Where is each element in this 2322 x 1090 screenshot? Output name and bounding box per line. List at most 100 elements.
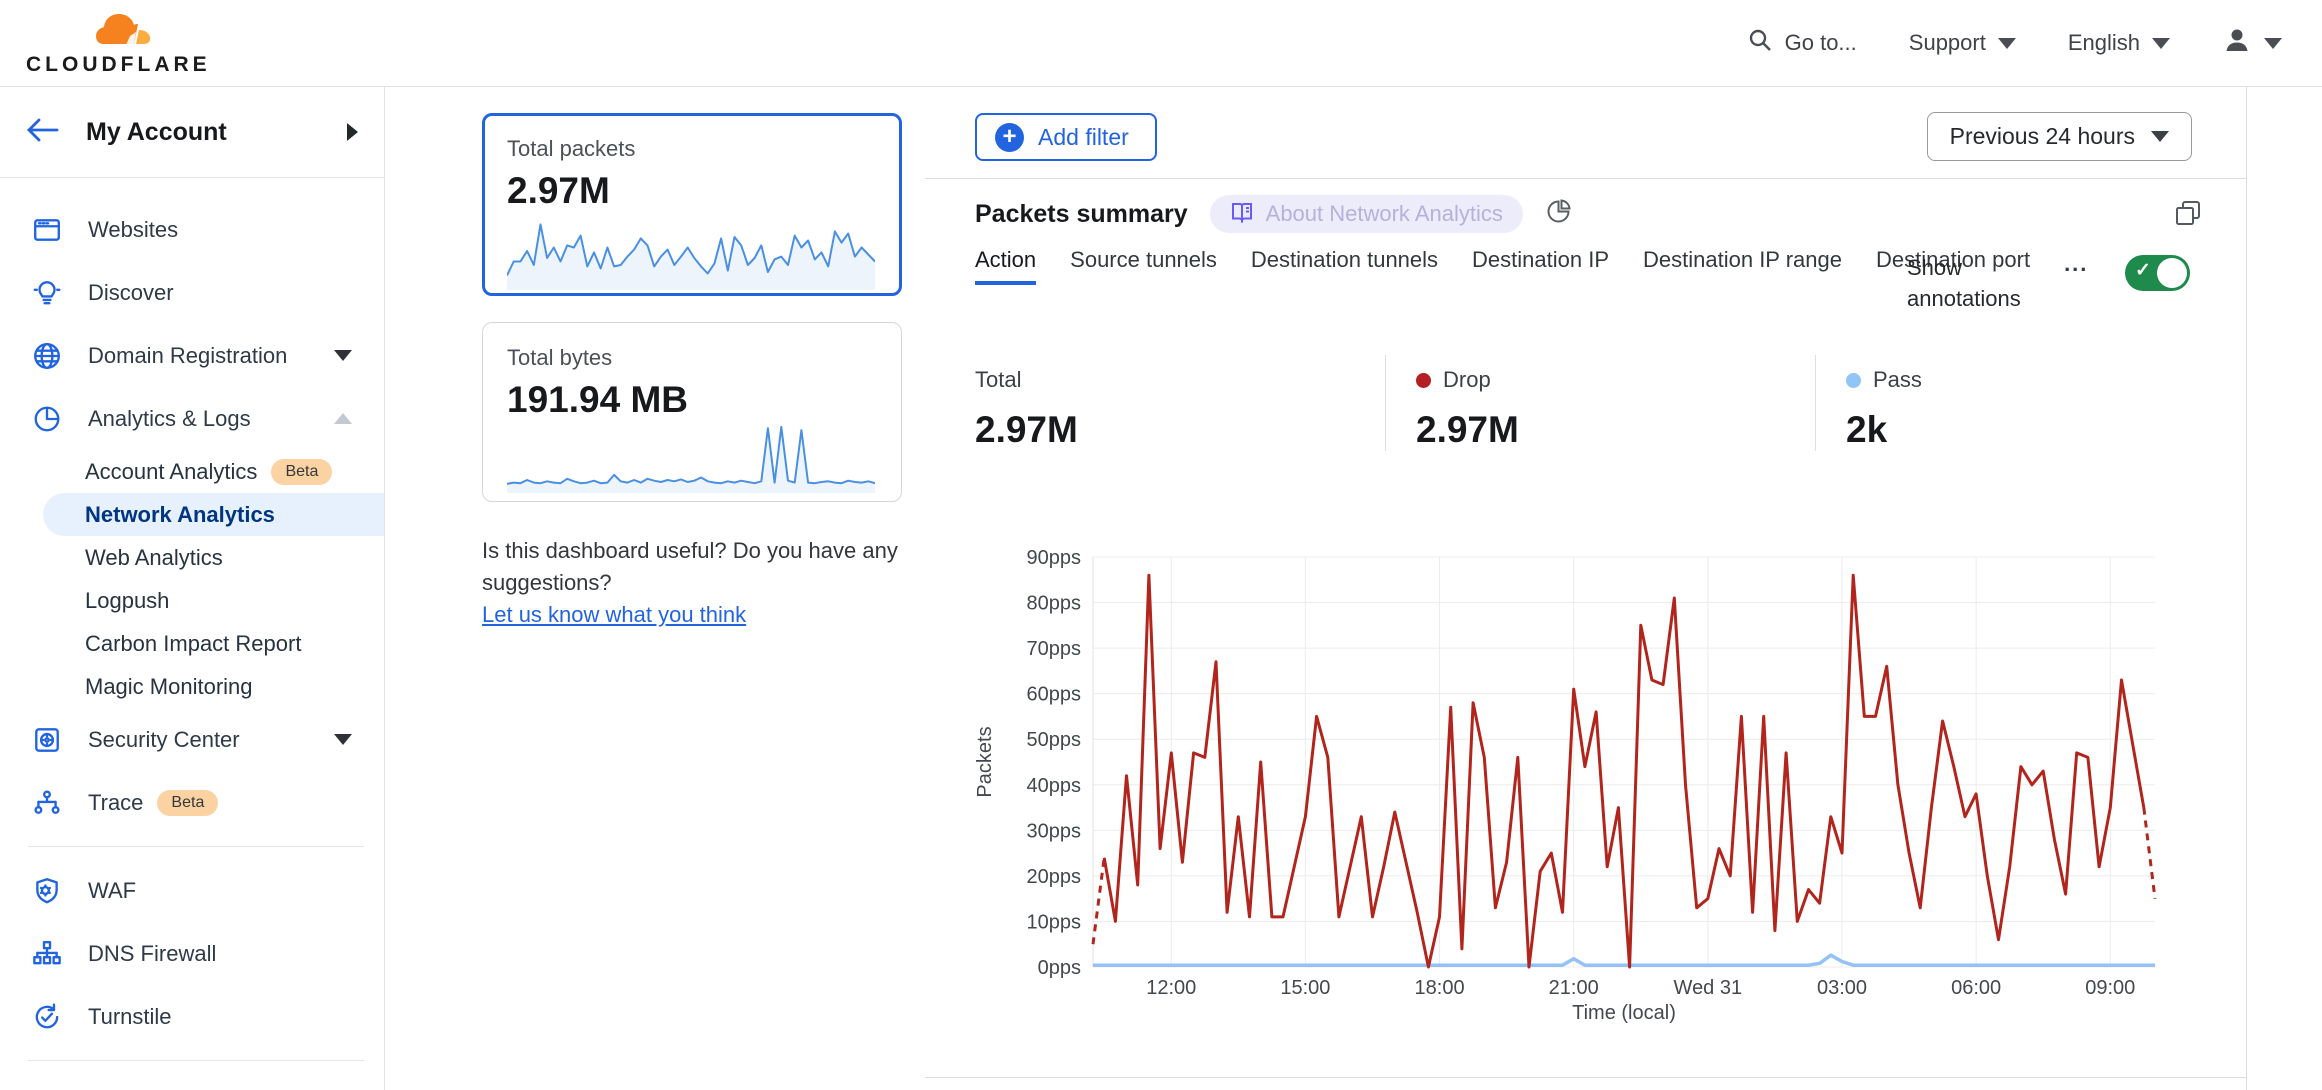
chevron-down-icon	[334, 734, 352, 745]
sidebar-item-label: Websites	[88, 216, 179, 242]
search-icon	[1747, 27, 1773, 59]
tab-destination-tunnels[interactable]: Destination tunnels	[1250, 247, 1439, 272]
svg-text:80pps: 80pps	[1027, 593, 1082, 615]
sidebar-subitem-magic-monitoring[interactable]: Magic Monitoring	[0, 665, 384, 708]
svg-text:60pps: 60pps	[1027, 684, 1082, 706]
sidebar-item-label: Trace	[88, 789, 144, 815]
trace-icon	[30, 788, 64, 818]
beta-badge: Beta	[271, 458, 333, 485]
support-label: Support	[1908, 30, 1986, 55]
sidebar-item-security-center[interactable]: Security Center	[0, 708, 384, 771]
svg-text:0pps: 0pps	[1038, 957, 1081, 979]
chevron-right-icon[interactable]	[347, 123, 358, 141]
back-arrow-icon[interactable]	[26, 118, 60, 147]
total-bytes-card[interactable]: Total bytes 191.94 MB	[482, 322, 902, 502]
pass-legend-dot	[1846, 372, 1861, 388]
main-panel: + Add filter Previous 24 hours Packets s…	[925, 87, 2322, 1090]
svg-text:06:00: 06:00	[1951, 977, 2001, 999]
account-header: My Account	[0, 87, 384, 178]
plus-icon: +	[995, 122, 1024, 152]
goto-search[interactable]: Go to...	[1747, 27, 1857, 59]
add-filter-button[interactable]: + Add filter	[975, 113, 1157, 161]
chevron-down-icon	[1997, 37, 2016, 49]
sidebar: My Account Websites Discover Domain Regist…	[0, 87, 385, 1090]
sidebar-item-websites[interactable]: Websites	[0, 198, 384, 261]
chevron-down-icon	[2152, 37, 2170, 49]
show-annotations-toggle[interactable]: ✓	[2125, 255, 2190, 291]
hierarchy-icon	[30, 939, 64, 969]
sidebar-subitem-carbon-impact-report[interactable]: Carbon Impact Report	[0, 622, 384, 665]
packets-chart: 0pps 10pps 20pps 30pps 40pps 50pps 60pps 70pps 8…	[974, 535, 2246, 1040]
total-packets-card[interactable]: Total packets 2.97M	[482, 113, 902, 296]
panel-title-row: Packets summary About Network Analytics	[975, 195, 1572, 233]
sidebar-item-label: DNS Firewall	[88, 940, 217, 966]
stat-label: Drop	[1443, 367, 1491, 392]
sidebar-subitem-account-analytics[interactable]: Account Analytics Beta	[0, 450, 384, 493]
tabs-overflow-button[interactable]: ...	[2064, 251, 2089, 276]
sidebar-item-label: Security Center	[88, 726, 240, 752]
cloudflare-logo[interactable]: CLOUDFLARE	[26, 12, 211, 75]
feedback-link[interactable]: Let us know what you think	[482, 602, 747, 627]
sidebar-nav: Websites Discover Domain Registration Analy…	[0, 178, 384, 1090]
beta-badge: Beta	[157, 789, 219, 816]
metric-label: Total bytes	[507, 345, 613, 370]
goto-label: Go to...	[1784, 30, 1857, 55]
svg-text:50pps: 50pps	[1027, 729, 1082, 751]
chevron-up-icon	[334, 413, 352, 424]
sidebar-subitem-label: Web Analytics	[85, 544, 223, 570]
sidebar-item-turnstile[interactable]: Turnstile	[0, 985, 384, 1048]
about-network-analytics-badge[interactable]: About Network Analytics	[1209, 195, 1523, 233]
stat-label: Total	[975, 367, 1022, 392]
panel-right-border	[2246, 87, 2247, 1090]
duplicate-panel-icon[interactable]	[2174, 199, 2202, 232]
sidebar-item-label: Turnstile	[88, 1003, 172, 1029]
account-menu[interactable]	[2222, 25, 2282, 61]
panel-title: Packets summary	[975, 199, 1188, 228]
sidebar-item-domain-registration[interactable]: Domain Registration	[0, 324, 384, 387]
metrics-column: Total packets 2.97M Total bytes 191.94 M…	[386, 87, 925, 1090]
sidebar-subitem-network-analytics[interactable]: Network Analytics	[43, 493, 384, 536]
svg-text:03:00: 03:00	[1817, 977, 1867, 999]
total-packets-sparkline	[506, 223, 876, 290]
sidebar-subitem-label: Logpush	[85, 587, 170, 613]
language-menu[interactable]: English	[2068, 30, 2170, 56]
sidebar-item-analytics-logs[interactable]: Analytics & Logs	[0, 387, 384, 450]
packets-line-chart: 0pps 10pps 20pps 30pps 40pps 50pps 60pps 70pps 8…	[974, 547, 2157, 1024]
tab-destination-ip-range[interactable]: Destination IP range	[1643, 247, 1842, 272]
show-annotations-label: Show annotations	[1907, 255, 2021, 311]
safe-icon	[30, 725, 64, 755]
browser-icon	[30, 215, 64, 245]
svg-text:40pps: 40pps	[1027, 775, 1082, 797]
filterbar-divider	[925, 178, 2246, 179]
tab-action[interactable]: Action	[975, 247, 1037, 285]
tab-destination-port[interactable]: Destination port	[1875, 247, 2031, 272]
stat-value: 2k	[1846, 409, 1888, 450]
sidebar-item-dns-firewall[interactable]: DNS Firewall	[0, 922, 384, 985]
total-bytes-sparkline	[506, 425, 876, 493]
sidebar-item-trace[interactable]: Trace Beta	[0, 771, 384, 834]
cloudflare-wordmark: CLOUDFLARE	[26, 52, 211, 76]
time-range-dropdown[interactable]: Previous 24 hours	[1926, 112, 2192, 161]
chevron-down-icon	[2264, 37, 2282, 49]
stat-value: 2.97M	[1416, 409, 1519, 450]
sidebar-subitem-label: Carbon Impact Report	[85, 630, 302, 656]
sidebar-item-partial[interactable]	[0, 1073, 384, 1090]
tab-destination-ip[interactable]: Destination IP	[1472, 247, 1610, 272]
svg-text:Time (local): Time (local)	[1572, 1002, 1676, 1024]
support-menu[interactable]: Support	[1909, 30, 2016, 56]
cloudflare-cloud-icon	[74, 12, 162, 52]
analytics-pie-icon[interactable]	[1545, 198, 1572, 230]
metric-value: 191.94 MB	[507, 379, 688, 420]
tab-source-tunnels[interactable]: Source tunnels	[1070, 247, 1217, 272]
svg-text:09:00: 09:00	[2085, 977, 2135, 999]
chevron-down-icon	[334, 350, 352, 361]
svg-text:20pps: 20pps	[1027, 866, 1082, 888]
sidebar-item-discover[interactable]: Discover	[0, 261, 384, 324]
metric-label: Total packets	[507, 136, 636, 161]
sidebar-subitem-web-analytics[interactable]: Web Analytics	[0, 536, 384, 579]
svg-text:30pps: 30pps	[1027, 820, 1082, 842]
sidebar-subitem-logpush[interactable]: Logpush	[0, 579, 384, 622]
sidebar-item-waf[interactable]: WAF	[0, 859, 384, 922]
rotate-check-icon	[30, 1002, 64, 1032]
